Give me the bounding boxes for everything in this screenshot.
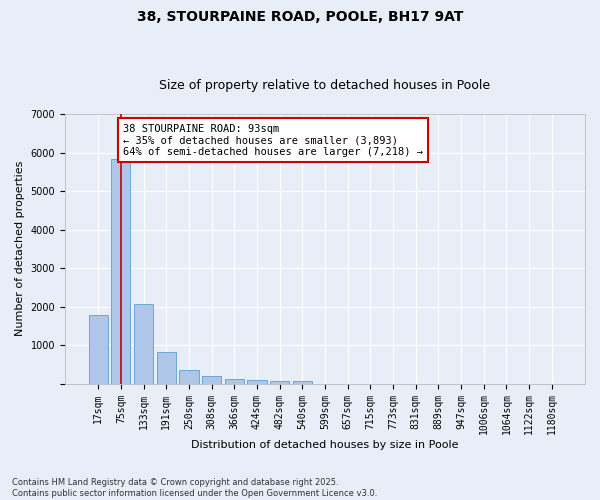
Bar [247, 380, 266, 384]
Bar [270, 380, 289, 384]
Y-axis label: Number of detached properties: Number of detached properties [15, 161, 25, 336]
Bar [202, 376, 221, 384]
Text: 38, STOURPAINE ROAD, POOLE, BH17 9AT: 38, STOURPAINE ROAD, POOLE, BH17 9AT [137, 10, 463, 24]
Bar [224, 380, 244, 384]
X-axis label: Distribution of detached houses by size in Poole: Distribution of detached houses by size … [191, 440, 459, 450]
Title: Size of property relative to detached houses in Poole: Size of property relative to detached ho… [160, 79, 491, 92]
Bar [293, 382, 312, 384]
Bar [179, 370, 199, 384]
Bar [89, 315, 108, 384]
Text: Contains HM Land Registry data © Crown copyright and database right 2025.
Contai: Contains HM Land Registry data © Crown c… [12, 478, 377, 498]
Text: 38 STOURPAINE ROAD: 93sqm
← 35% of detached houses are smaller (3,893)
64% of se: 38 STOURPAINE ROAD: 93sqm ← 35% of detac… [123, 124, 423, 157]
Bar [134, 304, 153, 384]
Bar [111, 160, 130, 384]
Bar [157, 352, 176, 384]
